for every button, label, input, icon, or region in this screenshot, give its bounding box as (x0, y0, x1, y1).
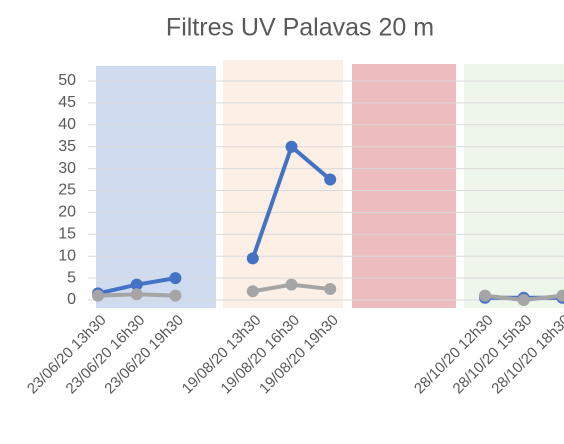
data-point (285, 140, 298, 153)
data-point (92, 289, 104, 302)
chart-title: Filtres UV Palavas 20 m (166, 14, 434, 42)
y-tick-label: 10 (58, 247, 76, 264)
y-tick-label: 45 (58, 94, 76, 111)
period-band (96, 66, 216, 308)
y-tick-label: 5 (67, 269, 76, 286)
data-point (517, 294, 530, 306)
data-point (130, 288, 143, 301)
y-tick-label: 25 (58, 182, 76, 199)
data-point (479, 289, 491, 302)
data-point (130, 278, 143, 291)
y-tick-label: 15 (58, 226, 76, 243)
data-point (556, 289, 564, 302)
data-point (246, 252, 259, 265)
y-tick-label: 0 (67, 291, 76, 308)
data-point (246, 285, 259, 298)
y-tick-label: 20 (58, 204, 76, 221)
y-tick-label: 35 (58, 138, 76, 155)
y-tick-label: 40 (58, 116, 76, 133)
period-band (223, 60, 343, 308)
y-tick-label: 50 (58, 72, 76, 89)
data-point (324, 283, 337, 296)
data-point (169, 289, 182, 302)
period-band (464, 64, 564, 308)
data-point (285, 278, 298, 291)
data-point (324, 173, 337, 186)
period-band (352, 64, 456, 308)
data-point (169, 272, 182, 285)
y-tick-label: 30 (58, 160, 76, 177)
